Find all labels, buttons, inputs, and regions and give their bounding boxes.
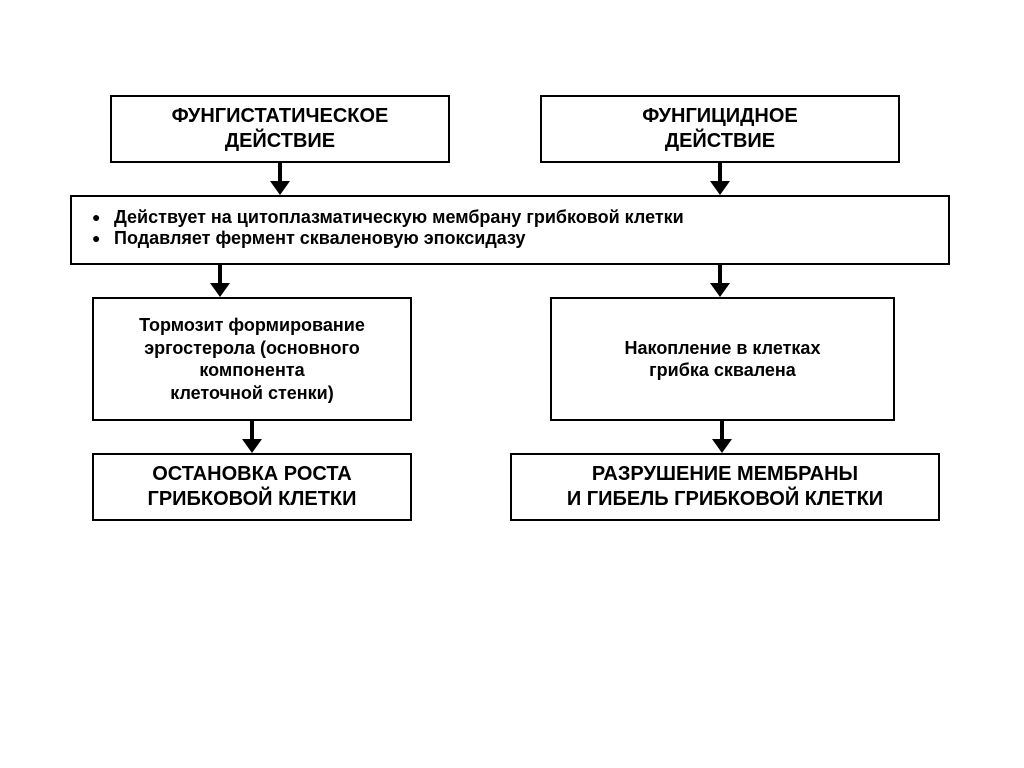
bullet-item-1: Действует на цитоплазматическую мембрану… bbox=[96, 207, 932, 228]
node-bot-left-line2: ГРИБКОВОЙ КЛЕТКИ bbox=[147, 488, 356, 510]
node-bot-right-line2: И ГИБЕЛЬ ГРИБКОВОЙ КЛЕТКИ bbox=[567, 488, 883, 510]
node-bot-left: ОСТАНОВКА РОСТА ГРИБКОВОЙ КЛЕТКИ bbox=[92, 453, 412, 521]
flowchart-canvas: ФУНГИСТАТИЧЕСКОЕ ДЕЙСТВИЕ ФУНГИЦИДНОЕ ДЕ… bbox=[70, 95, 950, 585]
node-mid-right-line2: грибка сквалена bbox=[649, 360, 796, 380]
node-top-left-line2: ДЕЙСТВИЕ bbox=[225, 130, 335, 152]
node-mid-left-line4: клеточной стенки) bbox=[170, 383, 334, 403]
node-top-left: ФУНГИСТАТИЧЕСКОЕ ДЕЙСТВИЕ bbox=[110, 95, 450, 163]
node-top-right-line2: ДЕЙСТВИЕ bbox=[665, 130, 775, 152]
node-bot-left-line1: ОСТАНОВКА РОСТА bbox=[152, 463, 352, 485]
node-bullets: Действует на цитоплазматическую мембрану… bbox=[70, 195, 950, 265]
node-top-right-line1: ФУНГИЦИДНОЕ bbox=[642, 105, 797, 127]
node-mid-left-line1: Тормозит формирование bbox=[139, 315, 365, 335]
node-mid-left: Тормозит формирование эргостерола (основ… bbox=[92, 297, 412, 421]
node-top-left-line1: ФУНГИСТАТИЧЕСКОЕ bbox=[172, 105, 389, 127]
node-bot-right: РАЗРУШЕНИЕ МЕМБРАНЫ И ГИБЕЛЬ ГРИБКОВОЙ К… bbox=[510, 453, 940, 521]
node-mid-right-line1: Накопление в клетках bbox=[625, 338, 821, 358]
bullet-item-2: Подавляет фермент скваленовую эпоксидазу bbox=[96, 228, 932, 249]
node-mid-left-line2: эргостерола (основного bbox=[144, 338, 360, 358]
node-mid-right: Накопление в клетках грибка сквалена bbox=[550, 297, 895, 421]
node-bot-right-line1: РАЗРУШЕНИЕ МЕМБРАНЫ bbox=[592, 463, 858, 485]
node-mid-left-line3: компонента bbox=[199, 360, 304, 380]
node-top-right: ФУНГИЦИДНОЕ ДЕЙСТВИЕ bbox=[540, 95, 900, 163]
